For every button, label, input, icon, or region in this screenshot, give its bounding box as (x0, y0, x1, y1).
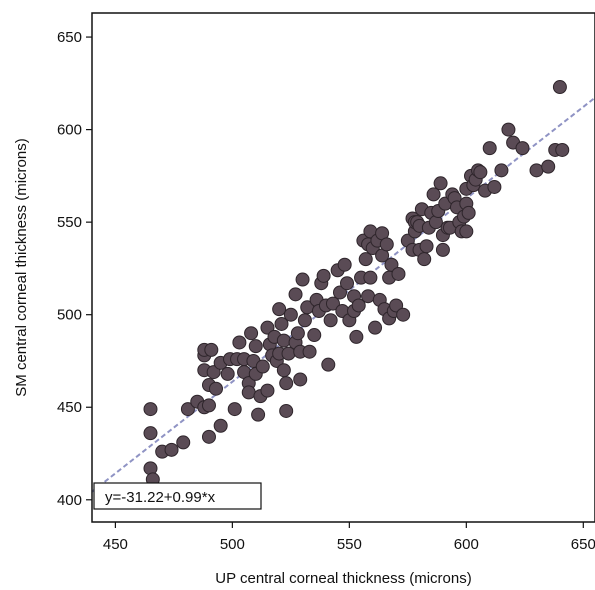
data-point (143, 402, 158, 417)
data-point (487, 179, 502, 194)
data-point (494, 163, 509, 178)
data-point (288, 287, 303, 302)
x-axis-label: UP central corneal thickness (microns) (215, 570, 471, 587)
data-point (529, 163, 544, 178)
data-point (379, 237, 394, 252)
data-point (206, 365, 221, 380)
data-point (251, 407, 266, 422)
data-point (351, 298, 366, 313)
data-point (295, 272, 310, 287)
data-point (391, 266, 406, 281)
data-point (555, 142, 570, 157)
data-point (461, 205, 476, 220)
data-point (321, 357, 336, 372)
data-point (325, 296, 340, 311)
data-point (232, 335, 247, 350)
fit-line-layer (92, 96, 595, 493)
data-point (332, 285, 347, 300)
data-point (274, 316, 289, 331)
data-point (201, 398, 216, 413)
data-point (349, 329, 364, 344)
data-point (283, 307, 298, 322)
data-point (541, 159, 556, 174)
x-tick-label: 650 (571, 536, 595, 553)
data-point (290, 326, 305, 341)
data-point (164, 442, 179, 457)
data-point (204, 342, 219, 357)
data-point (255, 359, 270, 374)
data-point (358, 252, 373, 267)
y-axis: 400 450 500 550 600 650 (57, 29, 92, 509)
x-tick-label: 500 (220, 536, 245, 553)
data-point (384, 257, 399, 272)
data-point (220, 366, 235, 381)
data-point (307, 328, 322, 343)
data-point (248, 339, 263, 354)
data-point (363, 270, 378, 285)
data-point (459, 224, 474, 239)
fit-equation-label: y=-31.22+0.99*x (105, 489, 216, 506)
data-point (396, 307, 411, 322)
plot-frame (91, 12, 595, 523)
x-tick-label: 450 (103, 536, 128, 553)
data-point (279, 403, 294, 418)
data-point (281, 346, 296, 361)
data-point (272, 302, 287, 317)
data-point (426, 187, 441, 202)
data-point (316, 268, 331, 283)
data-point (482, 141, 497, 156)
data-point (302, 344, 317, 359)
x-tick-label: 550 (337, 536, 362, 553)
data-point (340, 276, 355, 291)
data-point (227, 402, 242, 417)
y-tick-label: 550 (57, 214, 82, 231)
y-tick-label: 450 (57, 399, 82, 416)
data-point (417, 252, 432, 267)
data-point (361, 289, 376, 304)
data-point (552, 80, 567, 95)
y-tick-label: 400 (57, 492, 82, 509)
data-point (276, 363, 291, 378)
data-point (433, 176, 448, 191)
data-point (337, 257, 352, 272)
fit-equation-box: y=-31.22+0.99*x (93, 482, 262, 510)
y-axis-label: SM central corneal thickness (microns) (13, 138, 30, 396)
x-tick-label: 600 (454, 536, 479, 553)
data-point (260, 320, 275, 335)
y-tick-label: 600 (57, 122, 82, 139)
y-tick-label: 650 (57, 29, 82, 46)
data-point (501, 122, 516, 137)
data-point (180, 402, 195, 417)
data-point (435, 242, 450, 257)
data-point (176, 435, 191, 450)
data-point (213, 418, 228, 433)
fit-line (92, 96, 595, 493)
data-point (293, 372, 308, 387)
data-point (323, 313, 338, 328)
data-point (515, 141, 530, 156)
data-point (143, 426, 158, 441)
data-point (276, 333, 291, 348)
data-point (389, 298, 404, 313)
data-point (419, 239, 434, 254)
data-point (279, 376, 294, 391)
data-point (201, 429, 216, 444)
data-point (297, 313, 312, 328)
x-axis: 450 500 550 600 650 (103, 522, 595, 553)
data-point (368, 320, 383, 335)
points-layer (143, 80, 570, 487)
data-point (260, 383, 275, 398)
y-tick-label: 500 (57, 307, 82, 324)
data-point (473, 165, 488, 180)
data-point (208, 381, 223, 396)
data-point (241, 385, 256, 400)
data-point (244, 326, 259, 341)
